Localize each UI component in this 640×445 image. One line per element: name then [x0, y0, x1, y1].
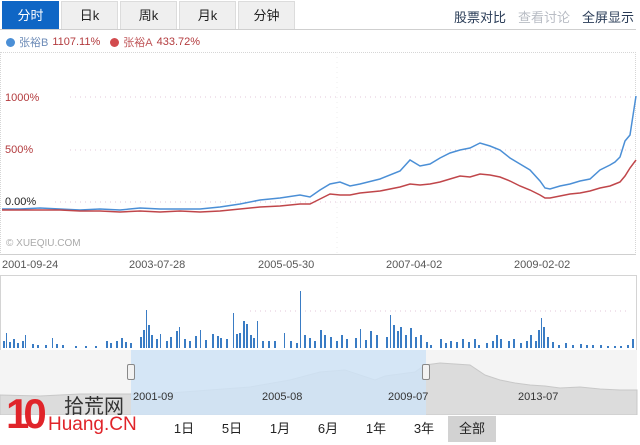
tab-minute[interactable]: 分钟	[238, 1, 295, 29]
chart-legend: 张裕B 1107.11% 张裕A 433.72%	[6, 34, 206, 50]
tab-weekly-k[interactable]: 周k	[120, 1, 177, 29]
legend-series-a-name: 张裕A	[123, 37, 153, 49]
tab-monthly-k[interactable]: 月k	[179, 1, 236, 29]
range-1m-button[interactable]: 1月	[269, 421, 291, 436]
volume-chart-area	[0, 275, 637, 350]
x-axis-line	[0, 254, 636, 255]
volume-bars	[3, 291, 634, 348]
range-1d-button[interactable]: 1日	[173, 421, 195, 436]
x-tick-label: 2007-04-02	[386, 259, 443, 271]
view-discussion-link[interactable]: 查看讨论	[517, 10, 570, 25]
site-logo: 10 拾荒网 Huang.CN	[4, 388, 144, 444]
series-b-dot-icon	[6, 37, 15, 47]
navigator-left-handle[interactable]	[127, 364, 135, 380]
range-selector: 1日 5日 1月 6月 1年 3年 全部	[160, 416, 496, 442]
logo-cn-text: 拾荒网	[64, 396, 124, 418]
y-tick-500: 500%	[5, 144, 34, 156]
legend-series-a-value: 433.72%	[156, 36, 201, 48]
range-1y-button[interactable]: 1年	[365, 421, 387, 436]
y-tick-1000: 1000%	[5, 92, 40, 104]
navigator-label: 2009-07	[388, 391, 429, 403]
x-tick-label: 2003-07-28	[129, 259, 186, 271]
x-tick-label: 2005-05-30	[258, 259, 315, 271]
y-tick-0: 0.00%	[5, 196, 37, 208]
x-tick-label: 2009-02-02	[514, 259, 571, 271]
logo-number: 10	[6, 390, 47, 437]
navigator-selection[interactable]	[131, 350, 426, 415]
navigator-label: 2013-07	[518, 391, 559, 403]
chart-period-tabs: 分时 日k 周k 月k 分钟	[2, 1, 295, 29]
navigator-label: 2005-08	[262, 391, 303, 403]
legend-series-b-value: 1107.11%	[52, 36, 101, 48]
range-all-button[interactable]: 全部	[448, 416, 496, 442]
tab-daily-k[interactable]: 日k	[61, 1, 118, 29]
top-bar: 分时 日k 周k 月k 分钟 股票对比 查看讨论 全屏显示	[0, 0, 640, 30]
range-3y-button[interactable]: 3年	[413, 421, 435, 436]
fullscreen-link[interactable]: 全屏显示	[581, 10, 634, 25]
compare-stocks-link[interactable]: 股票对比	[453, 10, 506, 25]
tab-intraday[interactable]: 分时	[2, 1, 59, 29]
watermark: © XUEQIU.COM	[6, 238, 81, 249]
series-a-dot-icon	[110, 37, 120, 47]
range-5d-button[interactable]: 5日	[221, 421, 243, 436]
navigator-right-handle[interactable]	[422, 364, 430, 380]
navigator-label: 2001-09	[133, 391, 174, 403]
logo-en-text: Huang.CN	[48, 414, 137, 435]
main-chart-area[interactable]	[0, 52, 636, 255]
legend-series-b-name: 张裕B	[19, 37, 49, 49]
main-chart-plot	[2, 52, 637, 255]
series-a-line	[2, 159, 637, 213]
series-b-line	[2, 95, 637, 211]
range-6m-button[interactable]: 6月	[317, 421, 339, 436]
top-links: 股票对比 查看讨论 全屏显示	[454, 7, 634, 26]
divider	[0, 29, 636, 30]
x-tick-label: 2001-09-24	[2, 259, 59, 271]
